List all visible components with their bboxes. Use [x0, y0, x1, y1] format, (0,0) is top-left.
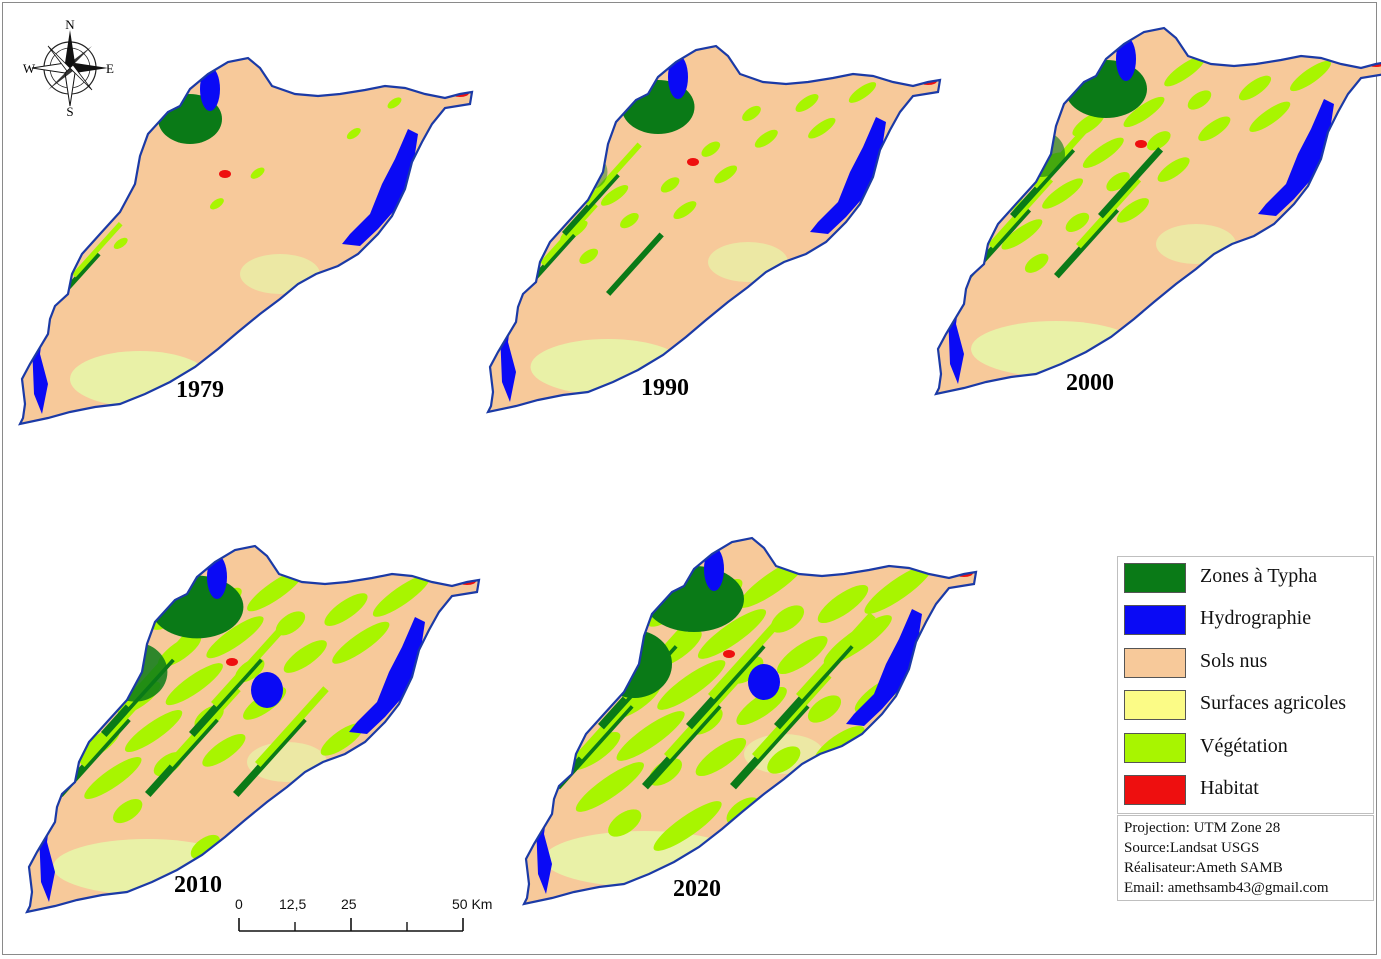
compass-w: W: [23, 61, 36, 76]
legend-item-surfaces-agricoles: Surfaces agricoles: [1124, 690, 1374, 724]
legend-item-typha: Zones à Typha: [1124, 563, 1374, 597]
scale-bar-line: [238, 918, 464, 932]
legend-item-habitat: Habitat: [1124, 775, 1374, 809]
scale-label-0: 0: [235, 896, 243, 912]
map-info-box: Projection: UTM Zone 28 Source:Landsat U…: [1117, 815, 1374, 901]
year-label-2020: 2020: [673, 876, 721, 902]
info-source: Source:Landsat USGS: [1124, 840, 1260, 856]
legend-label-habitat: Habitat: [1200, 777, 1259, 799]
legend-swatch-hydrographie: [1124, 605, 1186, 635]
legend-item-hydrographie: Hydrographie: [1124, 605, 1374, 639]
scale-label-50: 50 Km: [452, 896, 493, 912]
legend-item-vegetation: Végétation: [1124, 733, 1374, 767]
legend-label-sols-nus: Sols nus: [1200, 650, 1268, 672]
compass-s: S: [66, 104, 73, 118]
scale-label-25: 25: [341, 896, 357, 912]
compass-n: N: [65, 18, 75, 32]
map-1990: [486, 44, 942, 414]
compass-rose-icon: N S E W: [23, 18, 114, 118]
legend-swatch-vegetation: [1124, 733, 1186, 763]
info-author: Réalisateur:Ameth SAMB: [1124, 860, 1283, 876]
legend: Zones à Typha Hydrographie Sols nus Surf…: [1117, 556, 1374, 814]
year-label-2010: 2010: [174, 872, 222, 898]
map-2020: [522, 536, 978, 906]
compass-e: E: [106, 61, 114, 76]
legend-label-typha: Zones à Typha: [1200, 565, 1318, 587]
legend-swatch-sols-nus: [1124, 648, 1186, 678]
legend-label-vegetation: Végétation: [1200, 735, 1288, 757]
year-label-2000: 2000: [1066, 370, 1114, 396]
legend-swatch-typha: [1124, 563, 1186, 593]
info-projection: Projection: UTM Zone 28: [1124, 820, 1281, 836]
scale-bar: 0 12,5 25 50 Km: [222, 896, 522, 946]
legend-item-sols-nus: Sols nus: [1124, 648, 1374, 682]
map-2010: [25, 544, 481, 914]
legend-label-hydrographie: Hydrographie: [1200, 607, 1312, 629]
year-label-1979: 1979: [176, 377, 224, 403]
info-email: Email: amethsamb43@gmail.com: [1124, 880, 1329, 896]
scale-label-12-5: 12,5: [279, 896, 307, 912]
map-1979: [18, 56, 474, 426]
year-label-1990: 1990: [641, 375, 689, 401]
legend-swatch-surfaces-agricoles: [1124, 690, 1186, 720]
map-2000: [934, 26, 1381, 396]
legend-swatch-habitat: [1124, 775, 1186, 805]
legend-label-surfaces-agricoles: Surfaces agricoles: [1200, 692, 1347, 714]
